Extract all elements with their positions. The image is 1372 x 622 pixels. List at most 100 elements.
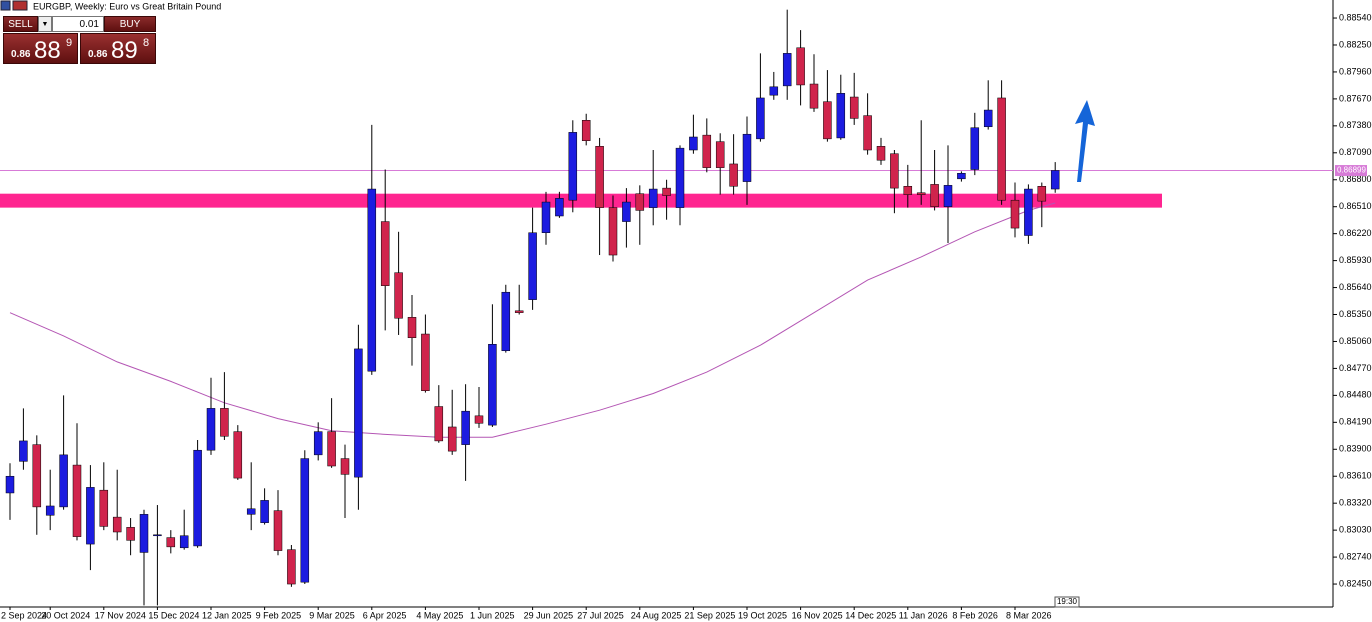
candle-body — [662, 187, 671, 196]
candle-body — [99, 489, 109, 527]
candle-body — [260, 500, 269, 523]
lot-dropdown[interactable]: ▼ — [38, 16, 52, 32]
candle-body — [769, 86, 779, 96]
y-tick-label: 0.82740 — [1339, 551, 1372, 561]
y-tick-label: 0.83320 — [1339, 498, 1372, 508]
candle-body — [179, 535, 189, 549]
candle-body — [756, 97, 765, 140]
y-tick-label: 0.82450 — [1339, 578, 1372, 588]
candle-body — [380, 221, 390, 286]
time-label: 19:30 — [1057, 597, 1078, 606]
candle-body — [474, 415, 484, 424]
candle-body — [675, 147, 685, 208]
sell-button[interactable]: SELL — [3, 16, 38, 32]
x-tick-label: 9 Mar 2025 — [309, 610, 355, 620]
y-tick-label: 0.83030 — [1339, 525, 1372, 535]
candle-body — [354, 348, 363, 478]
candle-body — [153, 534, 162, 537]
y-tick-label: 0.85350 — [1339, 309, 1372, 319]
candle-body — [501, 291, 511, 352]
candle-body — [916, 192, 926, 195]
x-tick-label: 8 Mar 2026 — [1006, 610, 1052, 620]
x-tick-label: 24 Aug 2025 — [631, 610, 682, 620]
candle-body — [930, 184, 939, 207]
candle-body — [5, 475, 15, 494]
x-tick-label: 8 Feb 2026 — [952, 610, 998, 620]
y-tick-label: 0.88250 — [1339, 39, 1372, 49]
candle-body — [112, 516, 122, 533]
arrow-annotation — [1075, 100, 1095, 182]
x-tick-label: 14 Dec 2025 — [845, 610, 896, 620]
candle-body — [193, 449, 202, 547]
candle-body — [1010, 199, 1020, 229]
candle-body — [890, 153, 899, 189]
x-tick-label: 17 Nov 2024 — [95, 610, 146, 620]
icon — [0, 0, 11, 11]
y-tick-label: 0.83610 — [1339, 471, 1372, 481]
candle-body — [622, 201, 631, 222]
candle-body — [796, 47, 805, 86]
candle-body — [970, 127, 980, 170]
x-tick-label: 19 Oct 2025 — [738, 610, 787, 620]
candle-body — [407, 317, 417, 338]
candle-body — [635, 193, 645, 211]
candle-body — [19, 440, 28, 462]
candle-body — [568, 132, 578, 201]
candle-body — [246, 508, 256, 515]
x-tick-label: 1 Jun 2025 — [470, 610, 515, 620]
candle-body — [59, 454, 68, 508]
x-tick-label: 4 May 2025 — [416, 610, 463, 620]
y-tick-label: 0.83900 — [1339, 444, 1372, 454]
icon — [12, 0, 28, 11]
candle-body — [434, 406, 444, 442]
candle-body — [421, 333, 430, 391]
lot-input[interactable]: 0.01 — [52, 16, 104, 32]
candle-body — [447, 426, 457, 452]
candle-body — [823, 101, 832, 140]
x-tick-label: 21 Sep 2025 — [684, 610, 735, 620]
x-tick-label: 29 Jun 2025 — [524, 610, 574, 620]
price-pips: 89 — [111, 37, 138, 64]
candle-body — [86, 487, 95, 545]
y-tick-label: 0.85930 — [1339, 255, 1372, 265]
candle-body — [528, 232, 537, 300]
sell-price[interactable]: 0.86 88 9 — [3, 33, 78, 64]
candle-body — [648, 188, 658, 208]
candle-body — [1050, 170, 1060, 190]
y-tick-label: 0.87960 — [1339, 66, 1372, 76]
price-point: 8 — [143, 37, 150, 49]
candle-body — [220, 408, 229, 437]
candle-body — [45, 505, 55, 516]
candle-body — [729, 163, 738, 187]
y-tick-label: 0.86510 — [1339, 201, 1372, 211]
candle-body — [689, 136, 698, 151]
candle-body — [488, 344, 497, 426]
candle-body — [541, 201, 551, 233]
candle-body — [340, 458, 350, 475]
price-prefix: 0.86 — [11, 49, 31, 60]
candle-body — [849, 96, 859, 119]
candle-body — [166, 537, 176, 548]
buy-price[interactable]: 0.86 89 8 — [80, 33, 156, 64]
candle-body — [702, 134, 712, 168]
x-tick-label: 11 Jan 2026 — [899, 610, 948, 620]
candle-body — [139, 514, 149, 553]
price-pips: 88 — [34, 37, 61, 64]
x-tick-label: 6 Apr 2025 — [363, 610, 407, 620]
candle-body — [595, 146, 604, 208]
x-tick-label: 9 Feb 2025 — [256, 610, 302, 620]
y-tick-label: 0.84770 — [1339, 363, 1372, 373]
candle-body — [287, 549, 296, 585]
candle-body — [997, 97, 1006, 201]
candle-body — [32, 444, 42, 508]
y-tick-label: 0.84480 — [1339, 390, 1372, 400]
buy-button[interactable]: BUY — [104, 16, 156, 32]
y-tick-label: 0.86220 — [1339, 228, 1372, 238]
candle-body — [581, 120, 591, 141]
candle-body — [394, 272, 403, 319]
time-box — [1054, 596, 1080, 608]
y-tick-label: 0.88540 — [1339, 12, 1372, 22]
candle-body — [555, 198, 564, 217]
candle-body — [943, 185, 953, 207]
y-tick-label: 0.87670 — [1339, 93, 1372, 103]
